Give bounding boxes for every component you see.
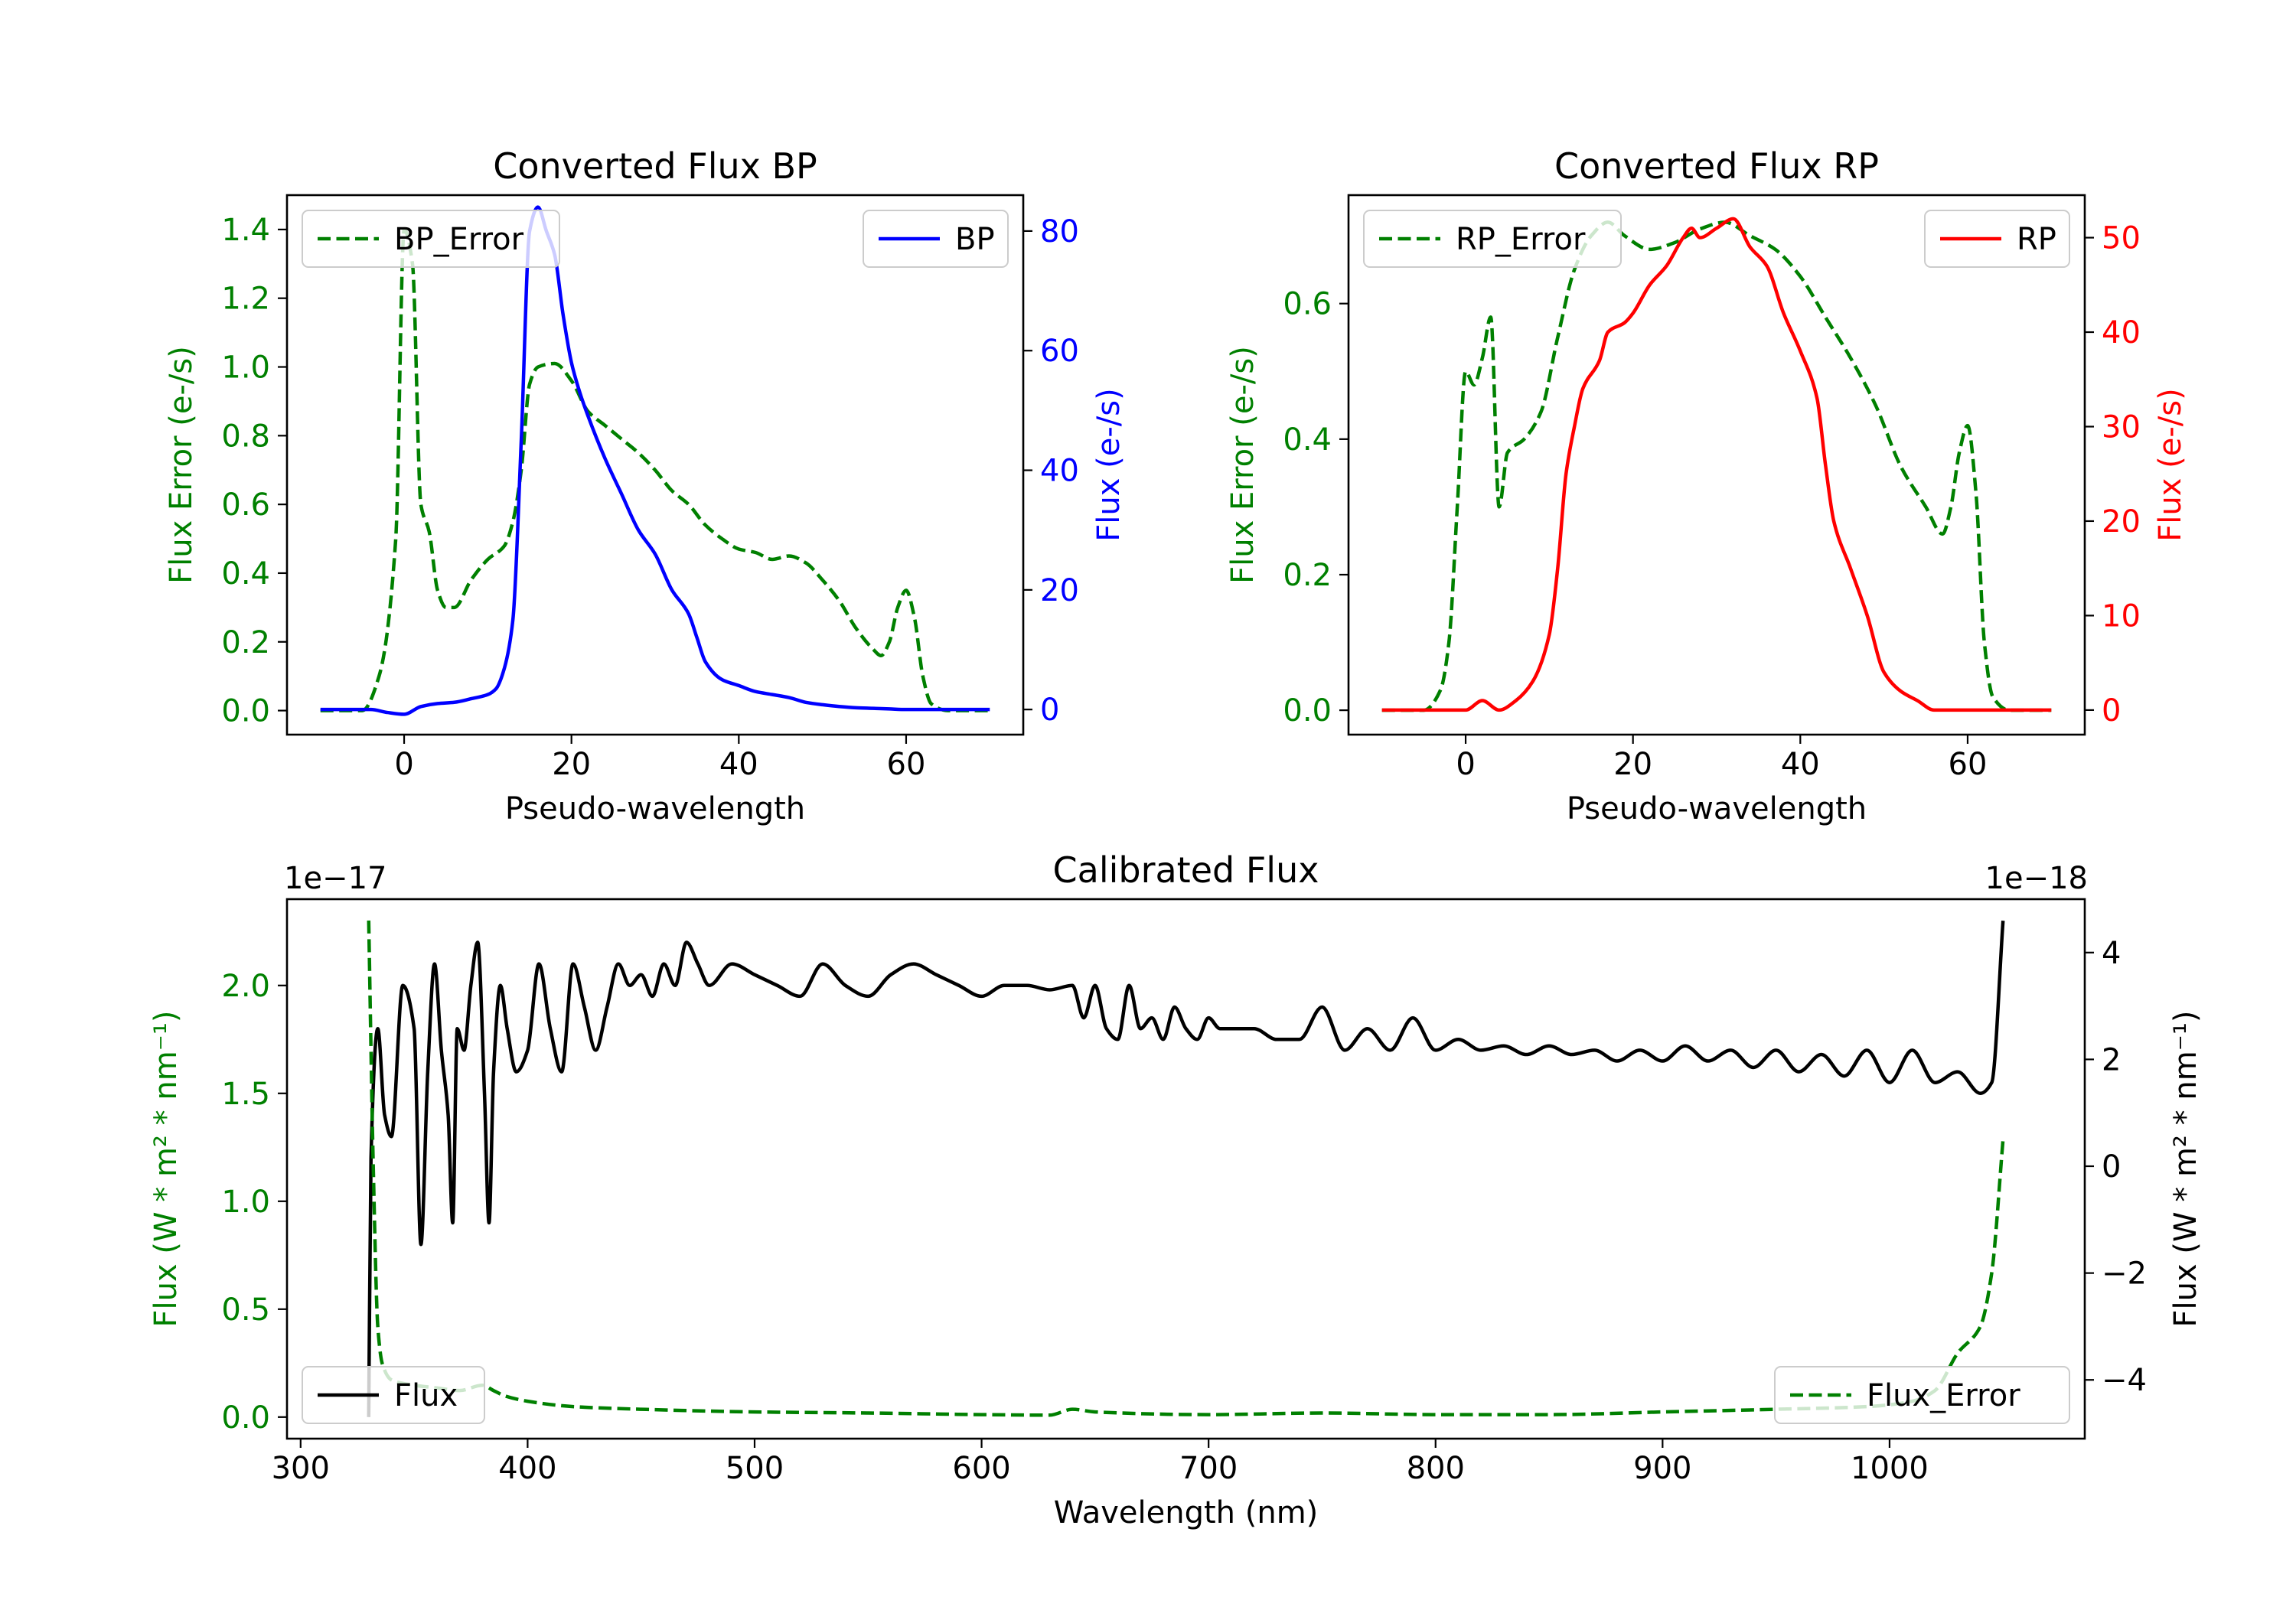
cal-series-group (367, 920, 2005, 1417)
x-tick-label: 300 (272, 1451, 330, 1486)
legend-box (302, 210, 560, 268)
y-left-tick-label: 1.2 (221, 282, 270, 317)
legend-legend_right: Flux_Error (1774, 1366, 2070, 1424)
y-left-tick-label: 0.2 (1283, 558, 1332, 593)
y-left-offset-text: 1e−17 (284, 861, 386, 896)
x-tick-label: 0 (1456, 747, 1475, 782)
y-right-tick-label: −2 (2102, 1257, 2147, 1292)
x-tick-label: 40 (1781, 747, 1820, 782)
legend-legend_left: BP_Error (302, 210, 560, 268)
x-tick-label: 60 (1949, 747, 1988, 782)
y-right-tick-label: 60 (1040, 334, 1079, 369)
y-left-axis-label: Flux Error (e-/s) (164, 346, 199, 584)
y-left-axis-label: Flux Error (e-/s) (1225, 346, 1261, 584)
y-left-tick-label: 0.2 (221, 625, 270, 660)
x-axis-label: Pseudo-wavelength (1567, 791, 1867, 826)
y-left-tick-label: 0.6 (1283, 287, 1332, 322)
panel-converted-flux-bp: 0 20 40 60 0.0 0.2 0.4 0.6 0.8 1.0 1.2 1.4 0 20 40 60 80… (164, 145, 1127, 826)
rp-series-group (1381, 217, 2052, 712)
y-right-tick-label: 50 (2102, 221, 2141, 256)
x-tick-label: 800 (1407, 1451, 1465, 1486)
x-tick-label: 700 (1179, 1451, 1238, 1486)
y-right-tick-label: 80 (1040, 214, 1079, 249)
y-right-axis-label: Flux (W * m² * nm⁻¹) (2168, 1011, 2203, 1328)
legend-legend_left: RP_Error (1363, 210, 1622, 268)
y-left-tick-label: 1.5 (221, 1077, 270, 1112)
y-left-tick-label: 1.0 (221, 350, 270, 386)
y-right-offset-text: 1e−18 (1985, 861, 2088, 896)
y-left-tick-label: 0.0 (1283, 693, 1332, 729)
bp-axes-frame (285, 194, 1025, 736)
cal-axes-frame (285, 898, 2086, 1440)
y-right-tick-label: 40 (2102, 315, 2141, 350)
legend-label: Flux (394, 1378, 458, 1413)
x-tick-label: 20 (1613, 747, 1652, 782)
legend-legend_right: RP (1924, 210, 2070, 268)
y-right-tick-label: 10 (2102, 598, 2141, 634)
y-left-tick-label: 0.4 (221, 556, 270, 592)
chart-title: Converted Flux BP (493, 145, 817, 187)
legend-label: BP_Error (394, 222, 524, 257)
series-bp-error-line (320, 227, 990, 712)
y-left-tick-label: 0.4 (1283, 422, 1332, 458)
x-tick-label: 40 (719, 747, 758, 782)
x-tick-label: 20 (552, 747, 591, 782)
panel-calibrated-flux: 300 400 500 600 700 800 900 1000 0.0 0.5 1.0 1.5 2.0… (148, 849, 2203, 1530)
y-right-tick-label: 20 (2102, 504, 2141, 539)
y-left-tick-label: 1.4 (221, 213, 270, 248)
series-rp-error-line (1381, 220, 2052, 712)
y-left-tick-label: 0.0 (221, 1400, 270, 1436)
y-right-tick-label: 4 (2102, 936, 2121, 971)
y-right-axis-label: Flux (e-/s) (2153, 388, 2188, 541)
series-flux-line (367, 921, 2005, 1417)
legend-box (1774, 1366, 2070, 1424)
y-right-tick-label: −4 (2102, 1363, 2147, 1398)
x-axis-label: Pseudo-wavelength (505, 791, 805, 826)
y-right-tick-label: 2 (2102, 1042, 2121, 1077)
legend-label: RP (2017, 222, 2056, 257)
y-right-tick-label: 0 (2102, 693, 2121, 729)
y-left-tick-label: 0.5 (221, 1292, 270, 1328)
legend-legend_right: BP (863, 210, 1009, 268)
x-tick-label: 900 (1633, 1451, 1691, 1486)
legend-label: Flux_Error (1867, 1378, 2020, 1413)
legend-label: RP_Error (1456, 222, 1586, 257)
x-axis-label: Wavelength (nm) (1054, 1495, 1319, 1530)
y-right-tick-label: 0 (1040, 693, 1059, 728)
series-rp-line (1381, 217, 2052, 712)
x-tick-label: 60 (887, 747, 926, 782)
y-right-tick-label: 40 (1040, 454, 1079, 489)
bp-series-group (320, 205, 990, 716)
chart-title: Converted Flux RP (1554, 145, 1879, 187)
y-left-tick-label: 0.6 (221, 487, 270, 523)
y-left-axis-label: Flux (W * m² * nm⁻¹) (148, 1011, 184, 1328)
rp-axes-frame (1347, 194, 2086, 736)
y-left-tick-label: 1.0 (221, 1185, 270, 1220)
y-right-tick-label: 30 (2102, 409, 2141, 445)
legend-box (1363, 210, 1622, 268)
y-right-axis-label: Flux (e-/s) (1091, 388, 1127, 541)
y-left-tick-label: 2.0 (221, 969, 270, 1004)
x-tick-label: 500 (726, 1451, 784, 1486)
legend-label: BP (955, 222, 995, 257)
y-left-tick-label: 0.8 (221, 419, 270, 454)
y-right-tick-label: 0 (2102, 1149, 2121, 1185)
chart-title: Calibrated Flux (1053, 849, 1319, 891)
series-bp-line (320, 205, 990, 716)
x-tick-label: 1000 (1851, 1451, 1929, 1486)
x-tick-label: 600 (952, 1451, 1010, 1486)
legend-legend_left: Flux (302, 1366, 485, 1424)
x-tick-label: 0 (394, 747, 413, 782)
y-right-tick-label: 20 (1040, 573, 1079, 608)
series-flux-error-line (367, 920, 2005, 1417)
legend-box (302, 1366, 485, 1424)
y-left-tick-label: 0.0 (221, 694, 270, 729)
panel-converted-flux-rp: 0 20 40 60 0.0 0.2 0.4 0.6 0 10 20 30 40 50 Converted … (1225, 145, 2188, 826)
x-tick-label: 400 (498, 1451, 556, 1486)
